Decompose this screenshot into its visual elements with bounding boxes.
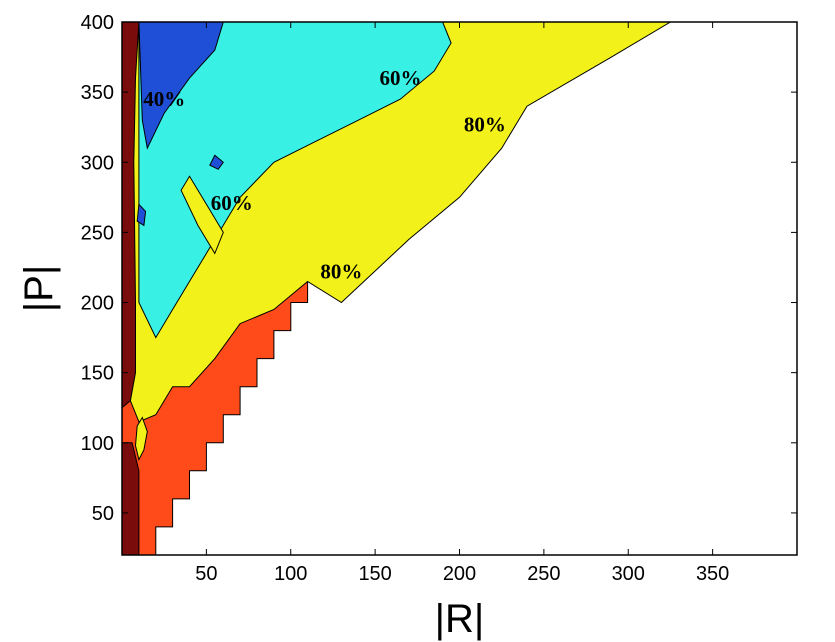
contour-labels: 40% 60% 80% 60% 80% (143, 66, 506, 284)
y-axis-label: |P| (17, 265, 61, 312)
x-tick-label: 100 (274, 563, 307, 585)
y-axis-ticks: 50 100 150 200 250 300 350 400 (81, 12, 797, 525)
y-tick-label: 350 (81, 82, 114, 104)
region-blue-blob (136, 203, 147, 227)
x-tick-label: 200 (443, 563, 476, 585)
contour-label: 80% (464, 112, 506, 136)
region-cyan (138, 21, 452, 339)
y-tick-label: 150 (81, 363, 114, 385)
contour-label: 40% (143, 87, 185, 111)
y-tick-label: 200 (81, 293, 114, 315)
contour-label: 80% (320, 260, 362, 284)
plot-area (121, 21, 798, 556)
contour-label: 60% (211, 191, 253, 215)
region-dark-red-upper (121, 21, 140, 409)
x-tick-label: 300 (612, 563, 645, 585)
contour-label: 60% (379, 66, 421, 90)
y-tick-label: 300 (81, 152, 114, 174)
region-dark-red-lower (121, 442, 140, 556)
y-tick-label: 250 (81, 222, 114, 244)
x-tick-label: 350 (696, 563, 729, 585)
x-tick-label: 50 (195, 563, 217, 585)
y-tick-label: 400 (81, 12, 114, 34)
x-axis-label: |R| (435, 597, 485, 641)
y-tick-label: 50 (92, 503, 114, 525)
x-tick-label: 150 (358, 563, 391, 585)
contour-regions (121, 21, 764, 556)
region-yellow-island (134, 416, 148, 462)
region-blue-blob (209, 154, 224, 170)
region-yellow-inlay (180, 175, 224, 255)
x-tick-label: 250 (527, 563, 560, 585)
region-blue (138, 21, 224, 150)
y-tick-label: 100 (81, 433, 114, 455)
x-axis-ticks: 50 100 150 200 250 300 350 (195, 22, 729, 585)
